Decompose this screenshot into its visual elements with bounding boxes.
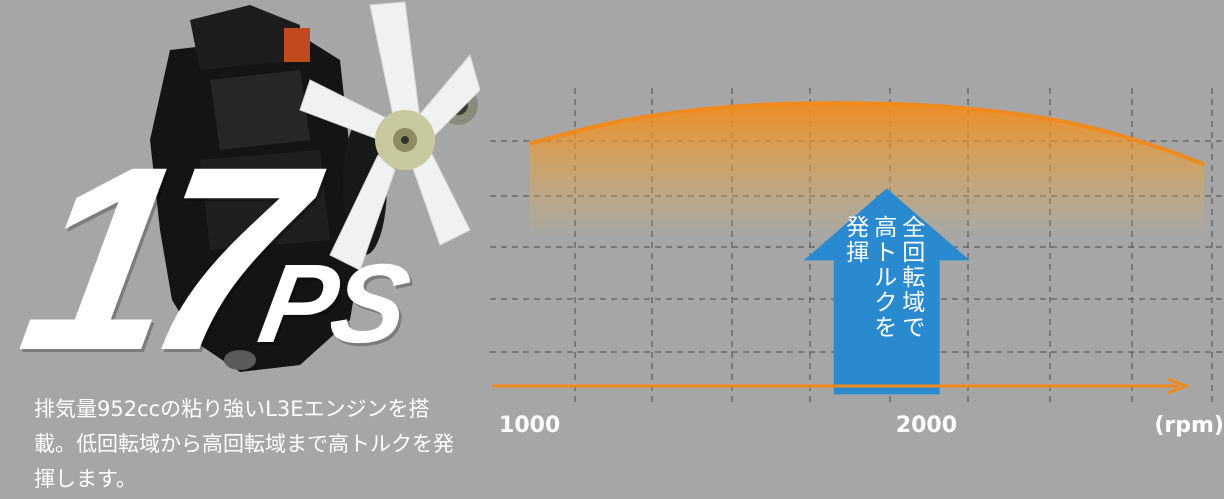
- x-tick-label-1: 2000: [896, 413, 957, 438]
- arrow-text-line-2: 発揮: [846, 215, 870, 267]
- x-axis-unit: (rpm): [1154, 413, 1224, 438]
- x-axis-arrowhead: [1167, 377, 1191, 395]
- x-axis: [492, 377, 1191, 395]
- arrow-shape: [803, 188, 970, 395]
- torque-arrow: [803, 188, 970, 395]
- engine-panel: 17 PS 排気量952ccの粘り強いL3Eエンジンを搭載。低回転域から高回転域…: [0, 0, 480, 499]
- engine-description: 排気量952ccの粘り強いL3Eエンジンを搭載。低回転域から高回転域まで高トルク…: [34, 397, 454, 491]
- x-tick-label-0: 1000: [499, 413, 560, 438]
- x-ticks: 1000 2000 (rpm): [499, 413, 1224, 438]
- torque-line: [529, 101, 1205, 167]
- arrow-text-line-0: 全回転域で: [902, 215, 926, 342]
- torque-fill: [529, 103, 1205, 238]
- engine-image: [150, 1, 480, 372]
- arrow-text-line-1: 高トルクを: [874, 215, 898, 342]
